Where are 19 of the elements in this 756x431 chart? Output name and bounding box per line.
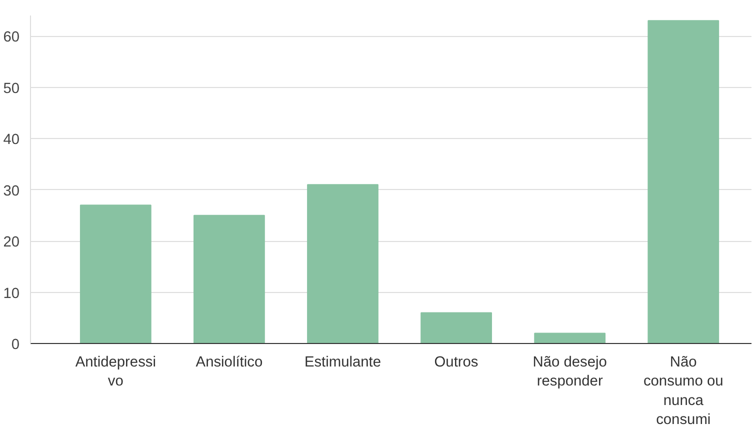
y-tick-label: 60	[3, 30, 20, 46]
y-tick-label: 50	[3, 80, 20, 97]
y-tick-label: 10	[3, 286, 20, 302]
x-tick-label: Antidepressi vo	[75, 354, 156, 390]
bar	[80, 204, 152, 344]
y-tick-label: 30	[3, 183, 20, 200]
bar	[420, 312, 492, 344]
x-tick-label: Estimulante	[304, 354, 382, 370]
bar	[194, 214, 265, 344]
bar	[307, 184, 378, 344]
bar	[648, 20, 720, 344]
y-tick-label: 0	[11, 337, 20, 353]
x-tick-label: Não consumo ou nunca consumi	[643, 354, 724, 428]
x-tick-label: Outros	[434, 354, 478, 370]
bar	[534, 332, 606, 344]
y-tick-label: 40	[3, 132, 20, 148]
x-tick-label: Ansiolítico	[196, 354, 263, 370]
y-tick-label: 20	[3, 234, 20, 250]
x-tick-label: Não desejo responder	[532, 354, 607, 390]
